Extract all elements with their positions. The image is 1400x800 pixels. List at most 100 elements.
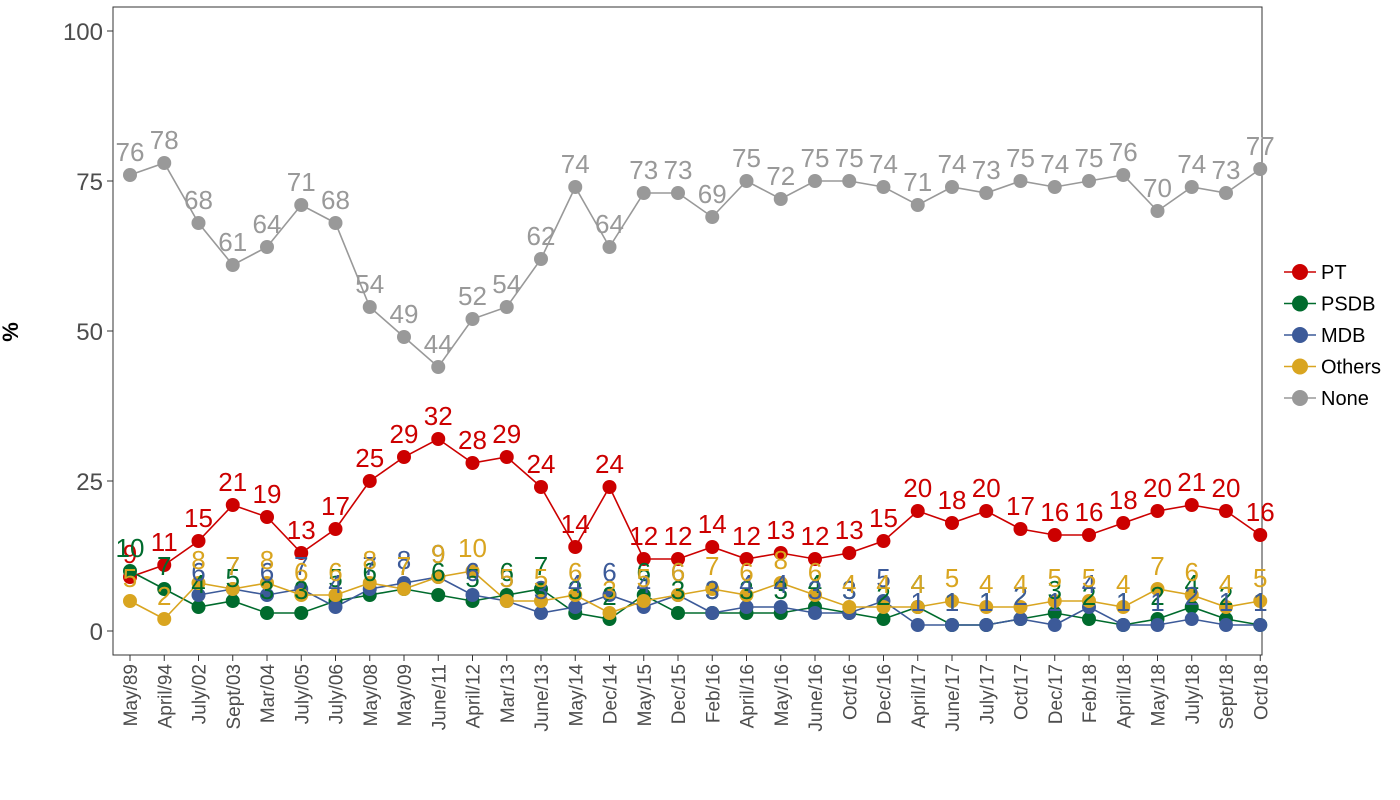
legend-key-point-psdb: [1292, 295, 1308, 312]
data-label-mdb: 1: [1150, 587, 1164, 617]
data-point-pt: [671, 552, 685, 566]
data-label-none: 73: [664, 155, 693, 185]
x-tick-label: April/12: [464, 664, 485, 728]
data-point-none: [739, 174, 754, 188]
data-label-mdb: 6: [465, 557, 479, 587]
data-label-others: 6: [294, 557, 308, 587]
data-label-others: 5: [534, 563, 548, 593]
data-label-pt: 14: [698, 509, 727, 539]
x-tick-label: Oct/18: [1251, 664, 1272, 720]
data-label-others: 5: [1048, 563, 1062, 593]
data-label-pt: 15: [869, 503, 898, 533]
data-label-others: 8: [260, 545, 274, 575]
data-point-pt: [465, 456, 480, 470]
x-tick-label: Oct/17: [1012, 664, 1033, 720]
data-label-none: 54: [355, 269, 384, 299]
data-point-others: [945, 594, 959, 608]
data-point-mdb: [1253, 618, 1268, 632]
data-label-psdb: 6: [431, 557, 445, 587]
y-tick-label: 75: [76, 169, 103, 196]
data-label-pt: 13: [287, 515, 316, 545]
data-label-none: 73: [629, 155, 658, 185]
data-point-none: [191, 216, 206, 230]
data-label-mdb: 4: [739, 569, 753, 599]
data-label-mdb: 3: [534, 575, 548, 605]
data-point-pt: [876, 534, 891, 548]
data-point-mdb: [1013, 612, 1028, 626]
data-label-others: 4: [911, 569, 925, 599]
data-point-pt: [1150, 504, 1165, 518]
data-label-none: 61: [218, 227, 247, 257]
data-point-none: [1013, 174, 1028, 188]
x-tick-label: June/16: [806, 664, 827, 732]
data-point-others: [499, 594, 514, 608]
data-label-mdb: 2: [1013, 581, 1027, 611]
data-point-none: [910, 198, 925, 212]
data-point-others: [534, 594, 548, 608]
data-label-psdb: 6: [363, 557, 377, 587]
data-label-others: 6: [671, 557, 685, 587]
data-point-mdb: [1116, 618, 1131, 632]
data-point-pt: [1253, 528, 1268, 542]
data-point-psdb: [671, 606, 685, 620]
data-point-mdb: [705, 606, 720, 620]
series-line-none: [129, 162, 1261, 369]
data-label-none: 44: [424, 329, 453, 359]
data-label-psdb: 1: [979, 587, 993, 617]
data-point-mdb: [602, 588, 617, 602]
data-point-pt: [431, 432, 446, 446]
x-tick-label: July/18: [1183, 664, 1204, 724]
data-label-pt: 18: [938, 485, 967, 515]
data-point-others: [1047, 594, 1062, 608]
data-point-mdb: [1184, 612, 1199, 626]
data-label-none: 64: [253, 209, 282, 239]
data-label-pt: 13: [835, 515, 864, 545]
data-label-pt: 9: [123, 539, 137, 569]
data-label-pt: 17: [1006, 491, 1035, 521]
data-label-others: 5: [500, 563, 514, 593]
data-label-others: 2: [157, 581, 171, 611]
data-label-mdb: 4: [328, 569, 342, 599]
legend-key-point-mdb: [1292, 327, 1308, 343]
x-tick-label: May/09: [395, 664, 416, 726]
x-tick-label: July/06: [327, 664, 348, 724]
data-point-none: [808, 174, 822, 188]
data-label-none: 68: [184, 185, 213, 215]
data-point-mdb: [1219, 618, 1233, 632]
data-point-mdb: [534, 606, 548, 620]
x-tick-label: Oct/16: [840, 664, 861, 720]
data-point-pt: [191, 534, 206, 548]
data-point-pt: [157, 558, 172, 572]
data-point-others: [1150, 582, 1165, 596]
data-label-psdb: 2: [1219, 581, 1233, 611]
data-label-pt: 16: [1246, 497, 1275, 527]
data-label-psdb: 3: [774, 575, 788, 605]
data-label-none: 75: [801, 143, 830, 173]
data-point-others: [328, 588, 343, 602]
data-point-none: [1082, 174, 1096, 188]
data-point-others: [191, 576, 206, 590]
data-label-others: 6: [808, 557, 822, 587]
data-point-mdb: [568, 600, 583, 614]
data-point-none: [773, 192, 788, 206]
data-label-none: 74: [1040, 149, 1069, 179]
x-tick-label: Mar/13: [498, 664, 519, 723]
data-point-none: [431, 360, 446, 374]
data-point-others: [979, 600, 994, 614]
data-label-others: 4: [876, 569, 890, 599]
y-tick-label: 25: [76, 469, 103, 496]
data-label-pt: 13: [766, 515, 795, 545]
data-point-others: [1013, 600, 1028, 614]
data-point-mdb: [191, 588, 206, 602]
data-point-psdb: [431, 588, 446, 602]
data-point-others: [568, 588, 583, 602]
data-label-psdb: 3: [568, 575, 582, 605]
data-label-others: 5: [123, 563, 137, 593]
data-label-none: 64: [595, 209, 624, 239]
data-label-mdb: 6: [671, 557, 685, 587]
x-tick-label: May/16: [772, 664, 793, 726]
data-point-pt: [1184, 498, 1199, 512]
data-point-pt: [773, 546, 788, 560]
data-label-pt: 11: [151, 527, 178, 557]
data-label-psdb: 5: [226, 563, 240, 593]
